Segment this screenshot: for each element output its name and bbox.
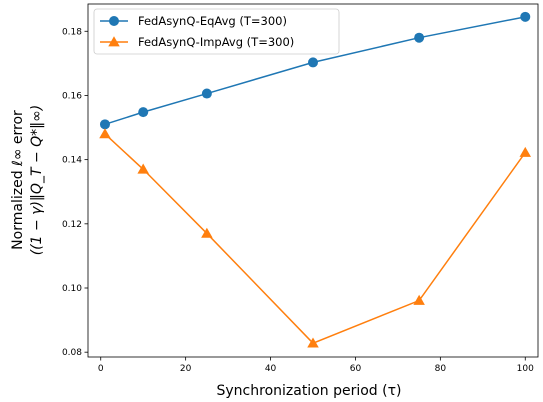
y-tick-label: 0.14: [62, 156, 82, 166]
data-point-eqavg: [308, 57, 318, 68]
legend-marker-impavg: [108, 36, 120, 47]
series-line-impavg: [104, 133, 526, 345]
y-tick-label: 0.10: [62, 284, 82, 294]
legend-label-impavg: FedAsynQ-ImpAvg (T=300): [138, 35, 294, 49]
data-point-eqavg: [520, 11, 531, 22]
y-axis-label-line1: Normalized ℓ∞ error: [10, 110, 26, 250]
x-tick-label: 100: [517, 364, 534, 374]
legend-marker-eqavg: [109, 16, 119, 26]
x-tick-label: 20: [180, 364, 192, 374]
x-tick-label: 0: [98, 364, 104, 374]
y-tick-label: 0.08: [62, 348, 82, 358]
y-tick-label: 0.18: [62, 27, 82, 37]
data-point-eqavg: [414, 32, 425, 43]
data-point-impavg: [413, 294, 425, 305]
data-point-impavg: [201, 227, 213, 238]
legend-box: [93, 8, 340, 55]
plot-frame: [87, 3, 539, 358]
x-tick-label: 60: [350, 364, 362, 374]
series-line-eqavg: [104, 16, 526, 126]
plot-area: [99, 11, 532, 348]
axis-ticks: 0 20 40 60 80 100 0.08 0.10 0.12 0.14 0.16 0.18: [62, 27, 534, 374]
data-point-eqavg: [201, 88, 212, 99]
y-tick-label: 0.16: [62, 91, 82, 101]
y-axis-label-line2: ((1 − γ)‖Q_T − Q*‖∞): [29, 105, 45, 256]
data-point-impavg: [99, 128, 111, 139]
x-tick-label: 40: [265, 364, 277, 374]
data-point-impavg: [137, 163, 149, 174]
x-tick-label: 80: [435, 364, 447, 374]
y-axis-label: Normalized ℓ∞ error ((1 − γ)‖Q_T − Q*‖∞): [10, 105, 45, 256]
y-tick-label: 0.12: [62, 220, 82, 230]
data-point-eqavg: [138, 107, 149, 118]
data-point-impavg: [519, 146, 532, 157]
legend: FedAsynQ-EqAvg (T=300) FedAsynQ-ImpAvg (T…: [93, 8, 340, 55]
data-point-impavg: [307, 337, 319, 348]
legend-label-eqavg: FedAsynQ-EqAvg (T=300): [138, 14, 287, 28]
data-point-eqavg: [99, 119, 110, 130]
x-axis-label: Synchronization period (τ): [217, 383, 402, 399]
